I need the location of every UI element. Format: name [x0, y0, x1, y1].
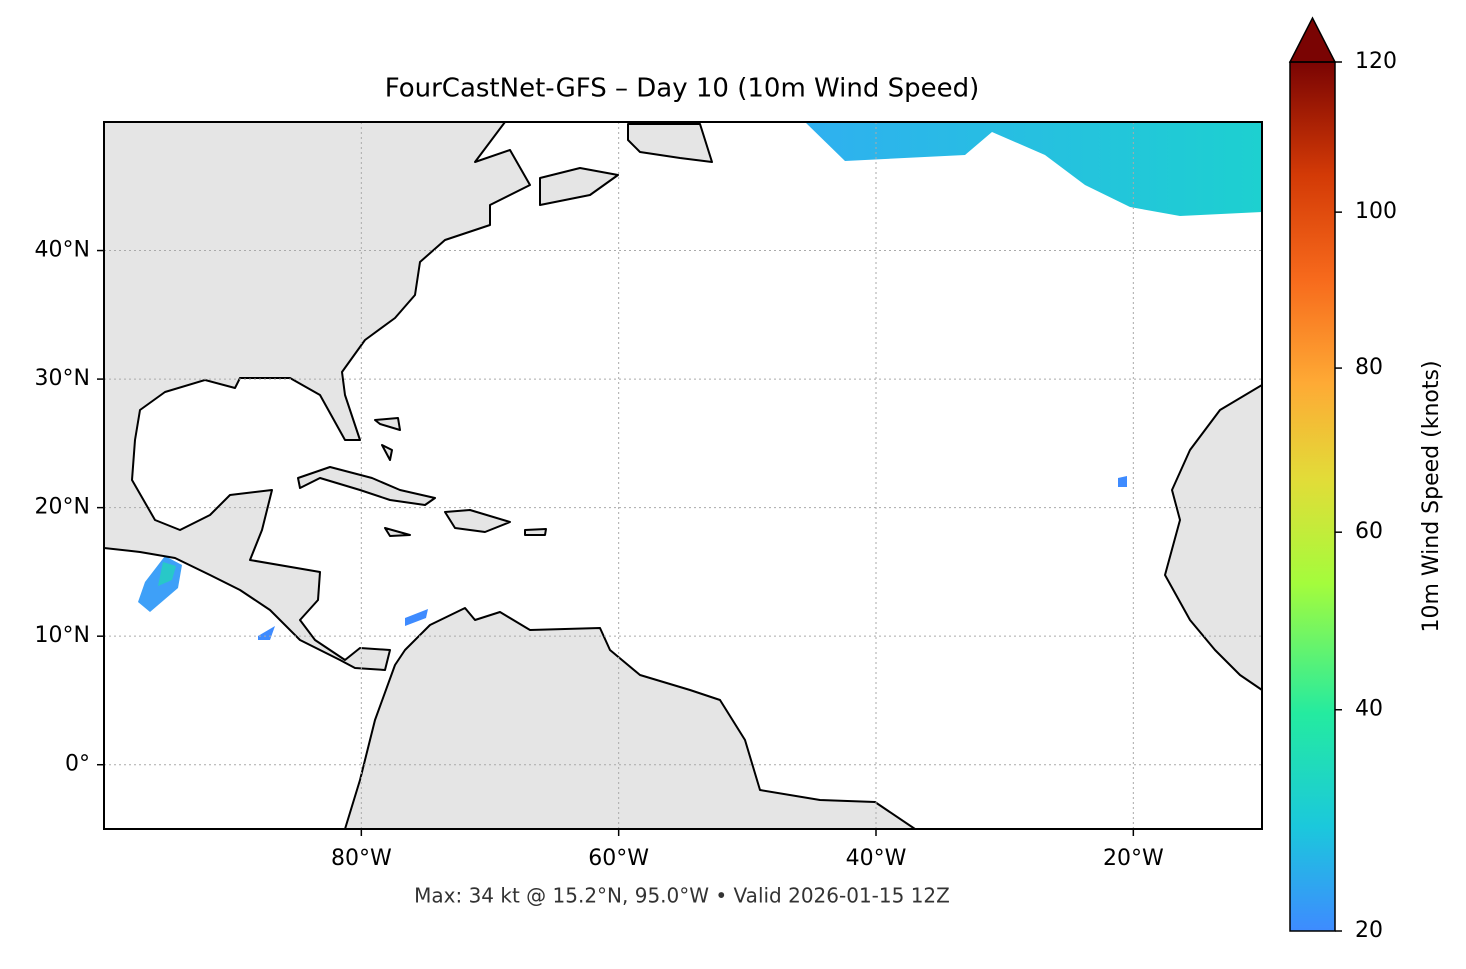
y-tick-label: 20°N: [35, 495, 90, 520]
colorbar-tick-label: 40: [1355, 697, 1383, 722]
land-south-america: [344, 607, 916, 829]
x-tick-label: 80°W: [331, 846, 392, 871]
axes: 80°W 60°W 40°W 20°W 0° 10°N 20°N 30°N 40°N: [35, 238, 1164, 871]
land-africa: [1164, 384, 1262, 691]
colorbar-tick-label: 60: [1355, 519, 1383, 544]
colorbar-tick-label: 80: [1355, 355, 1383, 380]
colorbar-extend: [1288, 16, 1337, 63]
x-tick-label: 20°W: [1103, 846, 1164, 871]
chart-title: FourCastNet-GFS – Day 10 (10m Wind Speed…: [385, 74, 980, 104]
land-north-america: [104, 122, 531, 671]
y-tick-label: 10°N: [35, 623, 90, 648]
gridlines: [104, 122, 1262, 829]
y-tick-label: 30°N: [35, 366, 90, 391]
colorbar-gradient: [1290, 62, 1335, 931]
colorbar-frame: [1289, 61, 1336, 932]
colorbar-tick-label: 100: [1355, 199, 1397, 224]
x-tick-label: 60°W: [588, 846, 649, 871]
colorbar-tick-label: 120: [1355, 49, 1397, 74]
map-area: [104, 122, 1262, 829]
x-tick-label: 40°W: [846, 846, 907, 871]
y-tick-label: 0°: [65, 752, 90, 777]
colorbar-label: 10m Wind Speed (knots): [1419, 360, 1444, 632]
y-tick-label: 40°N: [35, 238, 90, 263]
land-canada-east: [539, 123, 713, 206]
land-caribbean: [297, 417, 547, 537]
colorbar: 20 40 60 80 100 120 10m Wind Speed (knots): [1288, 16, 1444, 943]
wind-field: [158, 562, 176, 586]
colorbar-tick-label: 20: [1355, 918, 1383, 943]
map-frame: [103, 121, 1263, 830]
wind-field: [805, 122, 1262, 216]
annotation: Max: 34 kt @ 15.2°N, 95.0°W • Valid 2026…: [414, 884, 950, 908]
